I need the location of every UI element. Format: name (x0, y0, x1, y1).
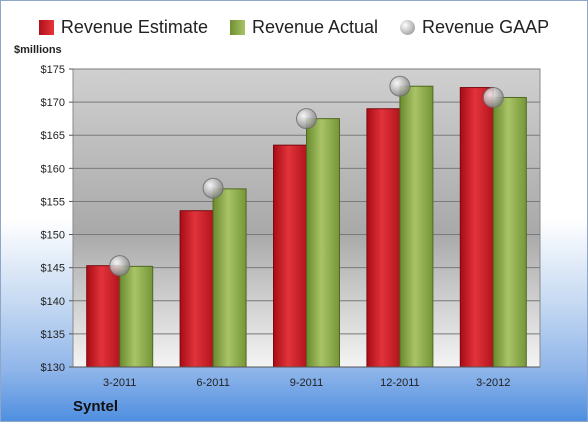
y-tick-label: $140 (41, 296, 65, 308)
bar-revenue-actual (212, 188, 247, 368)
x-tick-label: 6-2011 (196, 377, 229, 389)
bar-revenue-actual (399, 85, 434, 368)
legend-swatch-estimate (38, 20, 54, 35)
bar-revenue-estimate (459, 87, 494, 368)
marker-revenue-gaap (202, 177, 224, 199)
y-tick-label: $130 (41, 362, 65, 374)
marker-revenue-gaap (482, 86, 504, 108)
bar-revenue-estimate (273, 144, 307, 368)
bar-revenue-actual (492, 96, 527, 368)
marker-revenue-gaap (296, 108, 317, 130)
bar-revenue-actual (119, 265, 154, 368)
y-tick-label: $150 (41, 230, 65, 242)
x-tick-label: 3-2012 (476, 377, 510, 389)
y-tick-label: $155 (41, 196, 65, 208)
marker-revenue-gaap (389, 75, 411, 97)
legend-item-estimate: Revenue Estimate (38, 17, 208, 38)
marker-revenue-gaap (109, 255, 131, 277)
legend-item-actual: Revenue Actual (229, 17, 379, 38)
legend-item-gaap: Revenue GAAP (400, 17, 549, 38)
y-tick-label: $160 (41, 163, 65, 175)
legend-label-estimate: Revenue Estimate (60, 17, 208, 37)
y-tick-label: $175 (41, 64, 65, 76)
bar-revenue-actual (306, 118, 340, 368)
bar-revenue-estimate (366, 108, 401, 368)
y-tick-label: $165 (41, 130, 65, 142)
legend-marker-gaap (400, 20, 416, 35)
y-tick-label: $135 (41, 329, 65, 341)
legend-swatch-actual (229, 20, 245, 35)
x-tick-label: 9-2011 (290, 377, 323, 389)
legend-label-actual: Revenue Actual (251, 17, 379, 37)
y-tick-label: $145 (41, 263, 65, 275)
bar-revenue-estimate (86, 265, 121, 368)
company-name: Syntel (73, 398, 119, 415)
bar-revenue-estimate (179, 210, 214, 368)
y-tick-label: $170 (41, 97, 65, 109)
legend: Revenue Estimate Revenue Actual Revenue … (1, 17, 587, 38)
y-axis-unit-label: $millions (14, 44, 62, 56)
x-tick-label: 12-2011 (380, 377, 420, 389)
legend-label-gaap: Revenue GAAP (422, 17, 550, 37)
x-tick-label: 3-2011 (103, 377, 136, 389)
